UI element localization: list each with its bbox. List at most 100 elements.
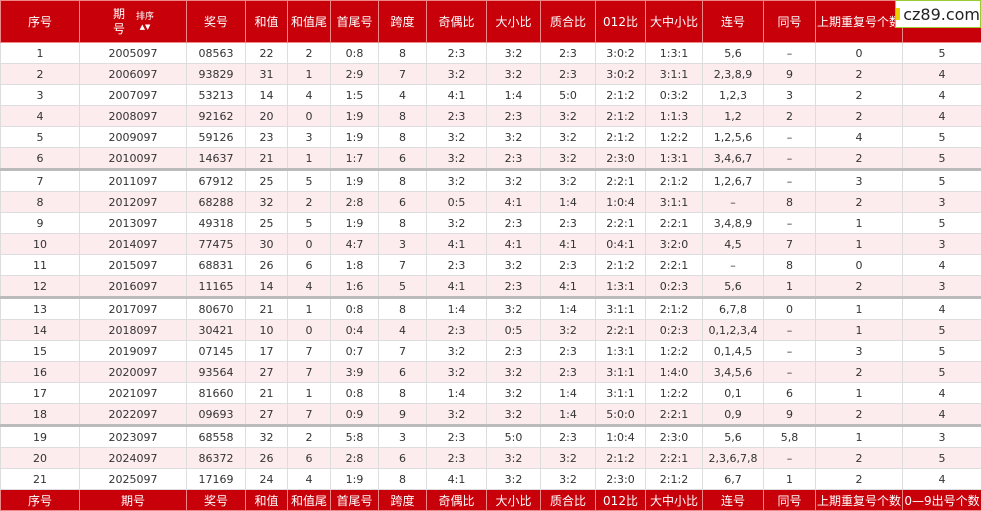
cell: 5:0 bbox=[541, 85, 596, 106]
cell: 2 bbox=[816, 192, 903, 213]
cell: 3 bbox=[903, 426, 981, 448]
cell: – bbox=[764, 362, 816, 383]
cell: 1,2,3 bbox=[703, 85, 764, 106]
cell: 9 bbox=[764, 64, 816, 85]
cell: 5 bbox=[379, 276, 427, 298]
cell: 2006097 bbox=[80, 64, 187, 85]
cell: 2021097 bbox=[80, 383, 187, 404]
cell: 2020097 bbox=[80, 362, 187, 383]
footer-cell: 大中小比 bbox=[646, 490, 703, 511]
cell: 7 bbox=[288, 341, 331, 362]
cell: 3:2 bbox=[427, 341, 487, 362]
cell: 4 bbox=[903, 404, 981, 426]
cell: 11165 bbox=[187, 276, 246, 298]
cell: 1:3:1 bbox=[596, 341, 646, 362]
cell: 1 bbox=[288, 383, 331, 404]
cell: 5 bbox=[288, 170, 331, 192]
cell: 08563 bbox=[187, 43, 246, 64]
cell: 3:2 bbox=[487, 127, 541, 148]
cell: 68558 bbox=[187, 426, 246, 448]
cell: 2010097 bbox=[80, 148, 187, 170]
cell: 3:2 bbox=[427, 213, 487, 234]
cell: – bbox=[764, 341, 816, 362]
cell: 3:1:1 bbox=[646, 192, 703, 213]
cell: 3:2 bbox=[541, 170, 596, 192]
cell: 2:1:2 bbox=[596, 255, 646, 276]
cell: 20 bbox=[246, 106, 288, 127]
cell: 3:2 bbox=[541, 127, 596, 148]
cell: 1 bbox=[764, 469, 816, 490]
cell: 3:2 bbox=[487, 298, 541, 320]
cell: 7 bbox=[379, 255, 427, 276]
cell: 93564 bbox=[187, 362, 246, 383]
sort-arrows[interactable]: ▲▼ bbox=[140, 23, 151, 31]
cell: 5 bbox=[903, 362, 981, 383]
cell: 68831 bbox=[187, 255, 246, 276]
cell: 1:4 bbox=[541, 404, 596, 426]
cell: 6,7 bbox=[703, 469, 764, 490]
cell: 2:8 bbox=[331, 448, 379, 469]
cell: 2:1:2 bbox=[596, 127, 646, 148]
cell: 2 bbox=[816, 148, 903, 170]
watermark-text: cz89.com bbox=[903, 5, 980, 24]
cell: 0,1 bbox=[703, 383, 764, 404]
cell: 2:3 bbox=[541, 362, 596, 383]
cell: 2:3:0 bbox=[596, 469, 646, 490]
header-cell: 大小比 bbox=[487, 1, 541, 43]
cell: 14 bbox=[246, 85, 288, 106]
cell: 10 bbox=[246, 320, 288, 341]
cell: – bbox=[703, 192, 764, 213]
cell: 22 bbox=[246, 43, 288, 64]
cell: 1:4 bbox=[541, 192, 596, 213]
cell: 4 bbox=[288, 85, 331, 106]
cell: 8 bbox=[379, 383, 427, 404]
cell: 8 bbox=[764, 192, 816, 213]
cell: 80670 bbox=[187, 298, 246, 320]
cell: 4 bbox=[288, 469, 331, 490]
cell: 1:2:2 bbox=[646, 383, 703, 404]
cell: 3:2 bbox=[427, 404, 487, 426]
cell: 1 bbox=[1, 43, 80, 64]
cell: 1 bbox=[288, 64, 331, 85]
cell: 8 bbox=[379, 43, 427, 64]
cell: 7 bbox=[764, 234, 816, 255]
cell: 1:7 bbox=[331, 148, 379, 170]
header-cell: 同号 bbox=[764, 1, 816, 43]
cell: 2011097 bbox=[80, 170, 187, 192]
cell: 3:2 bbox=[541, 320, 596, 341]
cell: – bbox=[764, 170, 816, 192]
cell: 5 bbox=[903, 170, 981, 192]
footer-cell: 和值尾 bbox=[288, 490, 331, 511]
cell: 4:1 bbox=[487, 192, 541, 213]
cell: 1 bbox=[816, 383, 903, 404]
cell: 3:2 bbox=[487, 43, 541, 64]
sort-button[interactable]: 排序▲▼ bbox=[136, 12, 154, 32]
header-cell[interactable]: 期号排序▲▼ bbox=[80, 1, 187, 43]
cell: 93829 bbox=[187, 64, 246, 85]
cell: 3,4,5,6 bbox=[703, 362, 764, 383]
cell: 3:2 bbox=[487, 64, 541, 85]
cell: 2:3 bbox=[427, 106, 487, 127]
cell: 3 bbox=[816, 341, 903, 362]
cell: – bbox=[764, 213, 816, 234]
cell: 2:1:2 bbox=[596, 448, 646, 469]
cell: 2014097 bbox=[80, 234, 187, 255]
cell: 2:3 bbox=[541, 426, 596, 448]
cell: 1:9 bbox=[331, 127, 379, 148]
cell: 21 bbox=[246, 383, 288, 404]
cell: 2015097 bbox=[80, 255, 187, 276]
cell: 5,6 bbox=[703, 276, 764, 298]
cell: 0 bbox=[816, 255, 903, 276]
cell: 1:9 bbox=[331, 170, 379, 192]
header-cell: 大中小比 bbox=[646, 1, 703, 43]
cell: 4 bbox=[1, 106, 80, 127]
footer-cell: 0—9出号个数 bbox=[903, 490, 981, 511]
cell: 7 bbox=[379, 341, 427, 362]
